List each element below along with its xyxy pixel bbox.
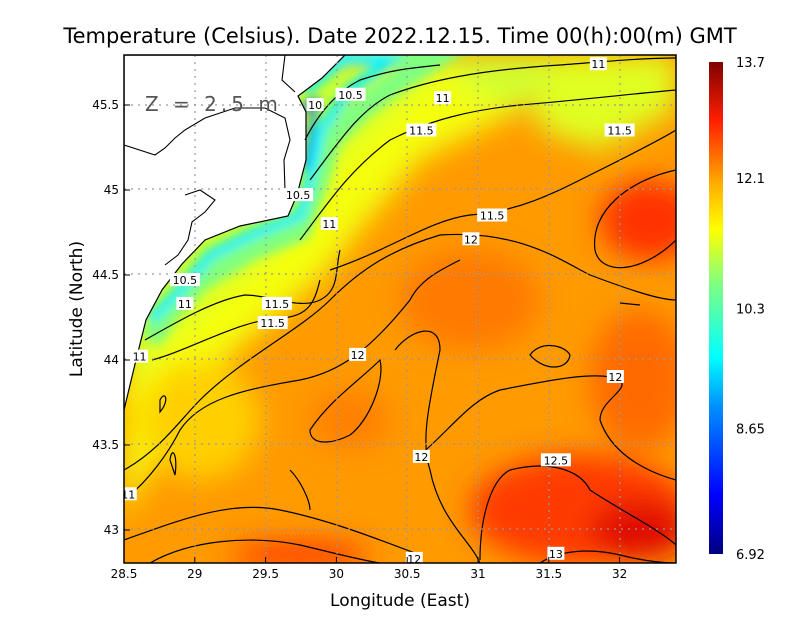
y-tick-label: 44.5 bbox=[92, 268, 119, 282]
contour-label-bg bbox=[261, 296, 292, 310]
contour-label-bg bbox=[477, 208, 508, 222]
contour-label: 11 bbox=[322, 218, 336, 231]
contour-label-bg bbox=[257, 316, 288, 329]
colorbar-tick-label: 6.92 bbox=[736, 548, 765, 563]
colorbar-tick-label: 10.3 bbox=[736, 303, 765, 318]
y-axis: 43 43.5 44 44.5 45 45.5 bbox=[92, 98, 130, 537]
contour-label-bg bbox=[349, 347, 367, 361]
y-tick-label: 44 bbox=[104, 353, 119, 367]
x-axis-label: Longitude (East) bbox=[330, 591, 470, 611]
contour-label: 12 bbox=[351, 349, 365, 362]
contour-label: 11 bbox=[178, 298, 192, 311]
contour-label-bg bbox=[320, 217, 338, 230]
colorbar-tick-label: 12.1 bbox=[736, 172, 765, 187]
colorbar-tick-label: 8.65 bbox=[736, 422, 765, 437]
contour-label-bg bbox=[434, 91, 452, 105]
contour-label: 11 bbox=[436, 92, 450, 105]
contour-label: 12 bbox=[464, 233, 478, 246]
contour-label: 10 bbox=[308, 99, 322, 112]
contour-label: 11.5 bbox=[260, 317, 285, 330]
chart-title: Temperature (Celsius). Date 2022.12.15. … bbox=[62, 24, 737, 48]
x-tick-label: 30 bbox=[329, 567, 344, 581]
contour-lines bbox=[124, 57, 676, 563]
contour-label-bg bbox=[412, 449, 430, 463]
colorbar-labels: 13.7 12.1 10.3 8.65 6.92 bbox=[736, 56, 765, 563]
x-tick-label: 31.5 bbox=[535, 567, 562, 581]
grid-lines bbox=[124, 55, 676, 563]
y-tick-label: 45 bbox=[104, 183, 119, 197]
y-axis-label: Latitude (North) bbox=[67, 241, 87, 377]
y-tick-label: 43 bbox=[104, 523, 119, 537]
coastline-lakes bbox=[124, 55, 296, 266]
contour-label-bg bbox=[547, 546, 565, 560]
x-tick-label: 32 bbox=[612, 567, 627, 581]
contour-label-bg bbox=[124, 487, 137, 501]
contour-label-bg bbox=[606, 370, 624, 383]
contour-label: 13 bbox=[549, 548, 563, 561]
contour-label: 12 bbox=[407, 553, 421, 566]
land-mass bbox=[124, 55, 346, 411]
contour-label: 11 bbox=[121, 488, 135, 501]
contour-label-bg bbox=[405, 551, 423, 563]
contour-label: 12.5 bbox=[544, 454, 569, 467]
contour-label: 11 bbox=[133, 351, 147, 364]
contour-label: 12 bbox=[608, 371, 622, 384]
contour-label-bg bbox=[306, 98, 324, 111]
contour-label-bg bbox=[283, 188, 314, 202]
plot-frame bbox=[123, 54, 677, 564]
contour-label-bg bbox=[169, 273, 200, 287]
contour-label: 10.5 bbox=[338, 89, 363, 102]
contour-label: 11.5 bbox=[409, 125, 434, 138]
contour-label-bg bbox=[589, 57, 607, 71]
depth-annotation: Z = 2.5 m bbox=[145, 92, 282, 116]
x-tick-label: 31 bbox=[470, 567, 485, 581]
contour-label: 11.5 bbox=[265, 298, 290, 311]
y-tick-label: 45.5 bbox=[92, 98, 119, 112]
x-tick-label: 29 bbox=[187, 567, 202, 581]
x-tick-label: 28.5 bbox=[111, 567, 138, 581]
colorbar bbox=[709, 62, 723, 554]
contour-label-bg bbox=[131, 349, 149, 363]
contour-label: 11.5 bbox=[607, 125, 632, 138]
x-tick-label: 30.5 bbox=[394, 567, 421, 581]
x-axis: 28.5 29 29.5 30 30.5 31 31.5 32 bbox=[111, 557, 627, 581]
contour-label-bg bbox=[335, 87, 366, 101]
contour-label-bg bbox=[406, 123, 437, 137]
contour-label: 10.5 bbox=[286, 189, 311, 202]
contour-label: 10.5 bbox=[173, 274, 198, 287]
contour-label-bg bbox=[540, 453, 571, 467]
colorbar-tick-label: 13.7 bbox=[736, 56, 765, 71]
contour-label: 12 bbox=[414, 451, 428, 464]
contour-label: 11.5 bbox=[480, 210, 505, 223]
y-tick-label: 43.5 bbox=[92, 438, 119, 452]
contour-label-bg bbox=[176, 296, 194, 310]
x-tick-label: 29.5 bbox=[252, 567, 279, 581]
contour-label-bg bbox=[462, 232, 480, 246]
contour-label: 11 bbox=[591, 58, 605, 71]
contour-label-bg bbox=[604, 123, 635, 137]
